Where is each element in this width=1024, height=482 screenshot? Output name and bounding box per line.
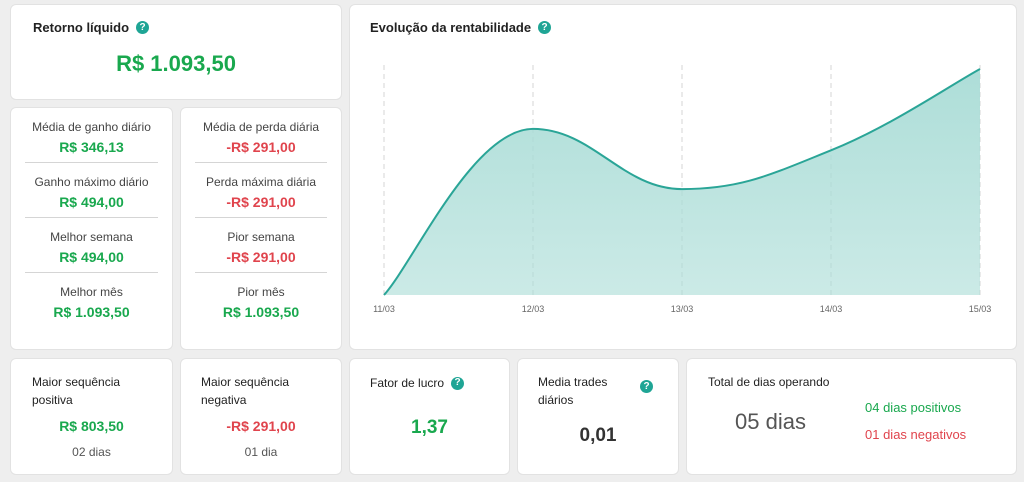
x-tick-label: 12/03 xyxy=(522,304,545,314)
stat-value: -R$ 291,00 xyxy=(226,139,296,155)
net-return-title: Retorno líquido xyxy=(33,20,130,35)
divider xyxy=(195,162,327,163)
stat-worst-month: Pior mês R$ 1.093,50 xyxy=(181,273,341,327)
stat-value: R$ 1.093,50 xyxy=(222,304,300,320)
stat-worst-week: Pior semana -R$ 291,00 xyxy=(181,218,341,272)
series-line xyxy=(383,68,981,296)
losses-card: Média de perda diária -R$ 291,00 Perda m… xyxy=(180,107,342,350)
stat-label: Perda máxima diária xyxy=(205,175,317,189)
stat-max-loss: Perda máxima diária -R$ 291,00 xyxy=(181,163,341,217)
profitability-title: Evolução da rentabilidade xyxy=(370,20,532,35)
x-tick-label: 11/03 xyxy=(373,304,395,314)
stat-avg-gain: Média de ganho diário R$ 346,13 xyxy=(11,108,172,162)
stat-label: Pior semana xyxy=(227,230,295,244)
divider xyxy=(195,272,327,273)
profitability-card: Evolução da rentabilidade ? 11/03 12/03 13… xyxy=(349,4,1017,350)
x-tick-label: 13/03 xyxy=(671,304,694,314)
stat-value: R$ 346,13 xyxy=(59,139,124,155)
stat-label: Melhor semana xyxy=(50,230,133,244)
negative-streak-card: Maior sequência negativa -R$ 291,00 01 d… xyxy=(180,358,342,475)
stat-label: Melhor mês xyxy=(60,285,123,299)
positive-streak-days: 02 dias xyxy=(72,445,111,459)
positive-days: 04 dias positivos xyxy=(865,400,962,415)
net-return-value: R$ 1.093,50 xyxy=(116,51,236,76)
profitability-title-row: Evolução da rentabilidade ? xyxy=(370,20,552,35)
stat-value: R$ 1.093,50 xyxy=(53,304,130,320)
operating-days-label: Total de dias operando xyxy=(708,375,830,389)
divider xyxy=(25,217,158,218)
stat-avg-loss: Média de perda diária -R$ 291,00 xyxy=(181,108,341,162)
x-tick-label: 14/03 xyxy=(820,304,843,314)
stat-best-month: Melhor mês R$ 1.093,50 xyxy=(11,273,172,327)
stat-best-week: Melhor semana R$ 494,00 xyxy=(11,218,172,272)
positive-streak-label: Maior sequência positiva xyxy=(32,375,121,407)
operating-days-total: 05 dias xyxy=(735,409,806,434)
positive-streak-card: Maior sequência positiva R$ 803,50 02 di… xyxy=(10,358,173,475)
daily-trades-card: Media trades diários ? 0,01 xyxy=(517,358,679,475)
profitability-chart: 11/03 12/03 13/03 14/03 15/03 xyxy=(373,65,992,314)
net-return-title-row: Retorno líquido ? xyxy=(33,20,150,35)
stat-max-gain: Ganho máximo diário R$ 494,00 xyxy=(11,163,172,217)
stat-label: Pior mês xyxy=(237,285,285,299)
profit-factor-value: 1,37 xyxy=(411,417,448,438)
operating-days-card: Total de dias operando 05 dias 04 dias p… xyxy=(686,358,1017,475)
positive-streak-value: R$ 803,50 xyxy=(59,418,124,434)
stat-label: Média de ganho diário xyxy=(32,120,151,134)
negative-streak-label: Maior sequência negativa xyxy=(201,375,290,407)
gains-card: Média de ganho diário R$ 346,13 Ganho má… xyxy=(10,107,173,350)
help-icon[interactable]: ? xyxy=(451,376,465,390)
help-icon[interactable]: ? xyxy=(640,380,653,393)
negative-streak-days: 01 dia xyxy=(244,445,278,459)
daily-trades-label: Media trades diários xyxy=(538,375,608,407)
net-return-card: Retorno líquido ? R$ 1.093,50 xyxy=(10,4,342,100)
negative-days: 01 dias negativos xyxy=(865,427,967,442)
negative-streak-value: -R$ 291,00 xyxy=(226,418,296,434)
profit-factor-card: Fator de lucro ? 1,37 xyxy=(349,358,510,475)
daily-trades-value: 0,01 xyxy=(579,425,617,446)
area-fill xyxy=(384,69,980,295)
divider xyxy=(25,162,158,163)
stat-label: Ganho máximo diário xyxy=(34,175,149,189)
stat-label: Média de perda diária xyxy=(202,120,320,134)
help-icon[interactable]: ? xyxy=(136,21,150,34)
x-tick-label: 15/03 xyxy=(969,304,992,314)
stat-value: R$ 494,00 xyxy=(59,194,124,210)
divider xyxy=(25,272,158,273)
help-icon[interactable]: ? xyxy=(538,21,552,34)
stat-value: R$ 494,00 xyxy=(59,249,124,265)
profit-factor-label-row: Fator de lucro ? xyxy=(370,374,465,392)
stat-value: -R$ 291,00 xyxy=(226,194,296,210)
stat-value: -R$ 291,00 xyxy=(226,249,296,265)
divider xyxy=(195,217,327,218)
profit-factor-label: Fator de lucro xyxy=(370,376,445,390)
